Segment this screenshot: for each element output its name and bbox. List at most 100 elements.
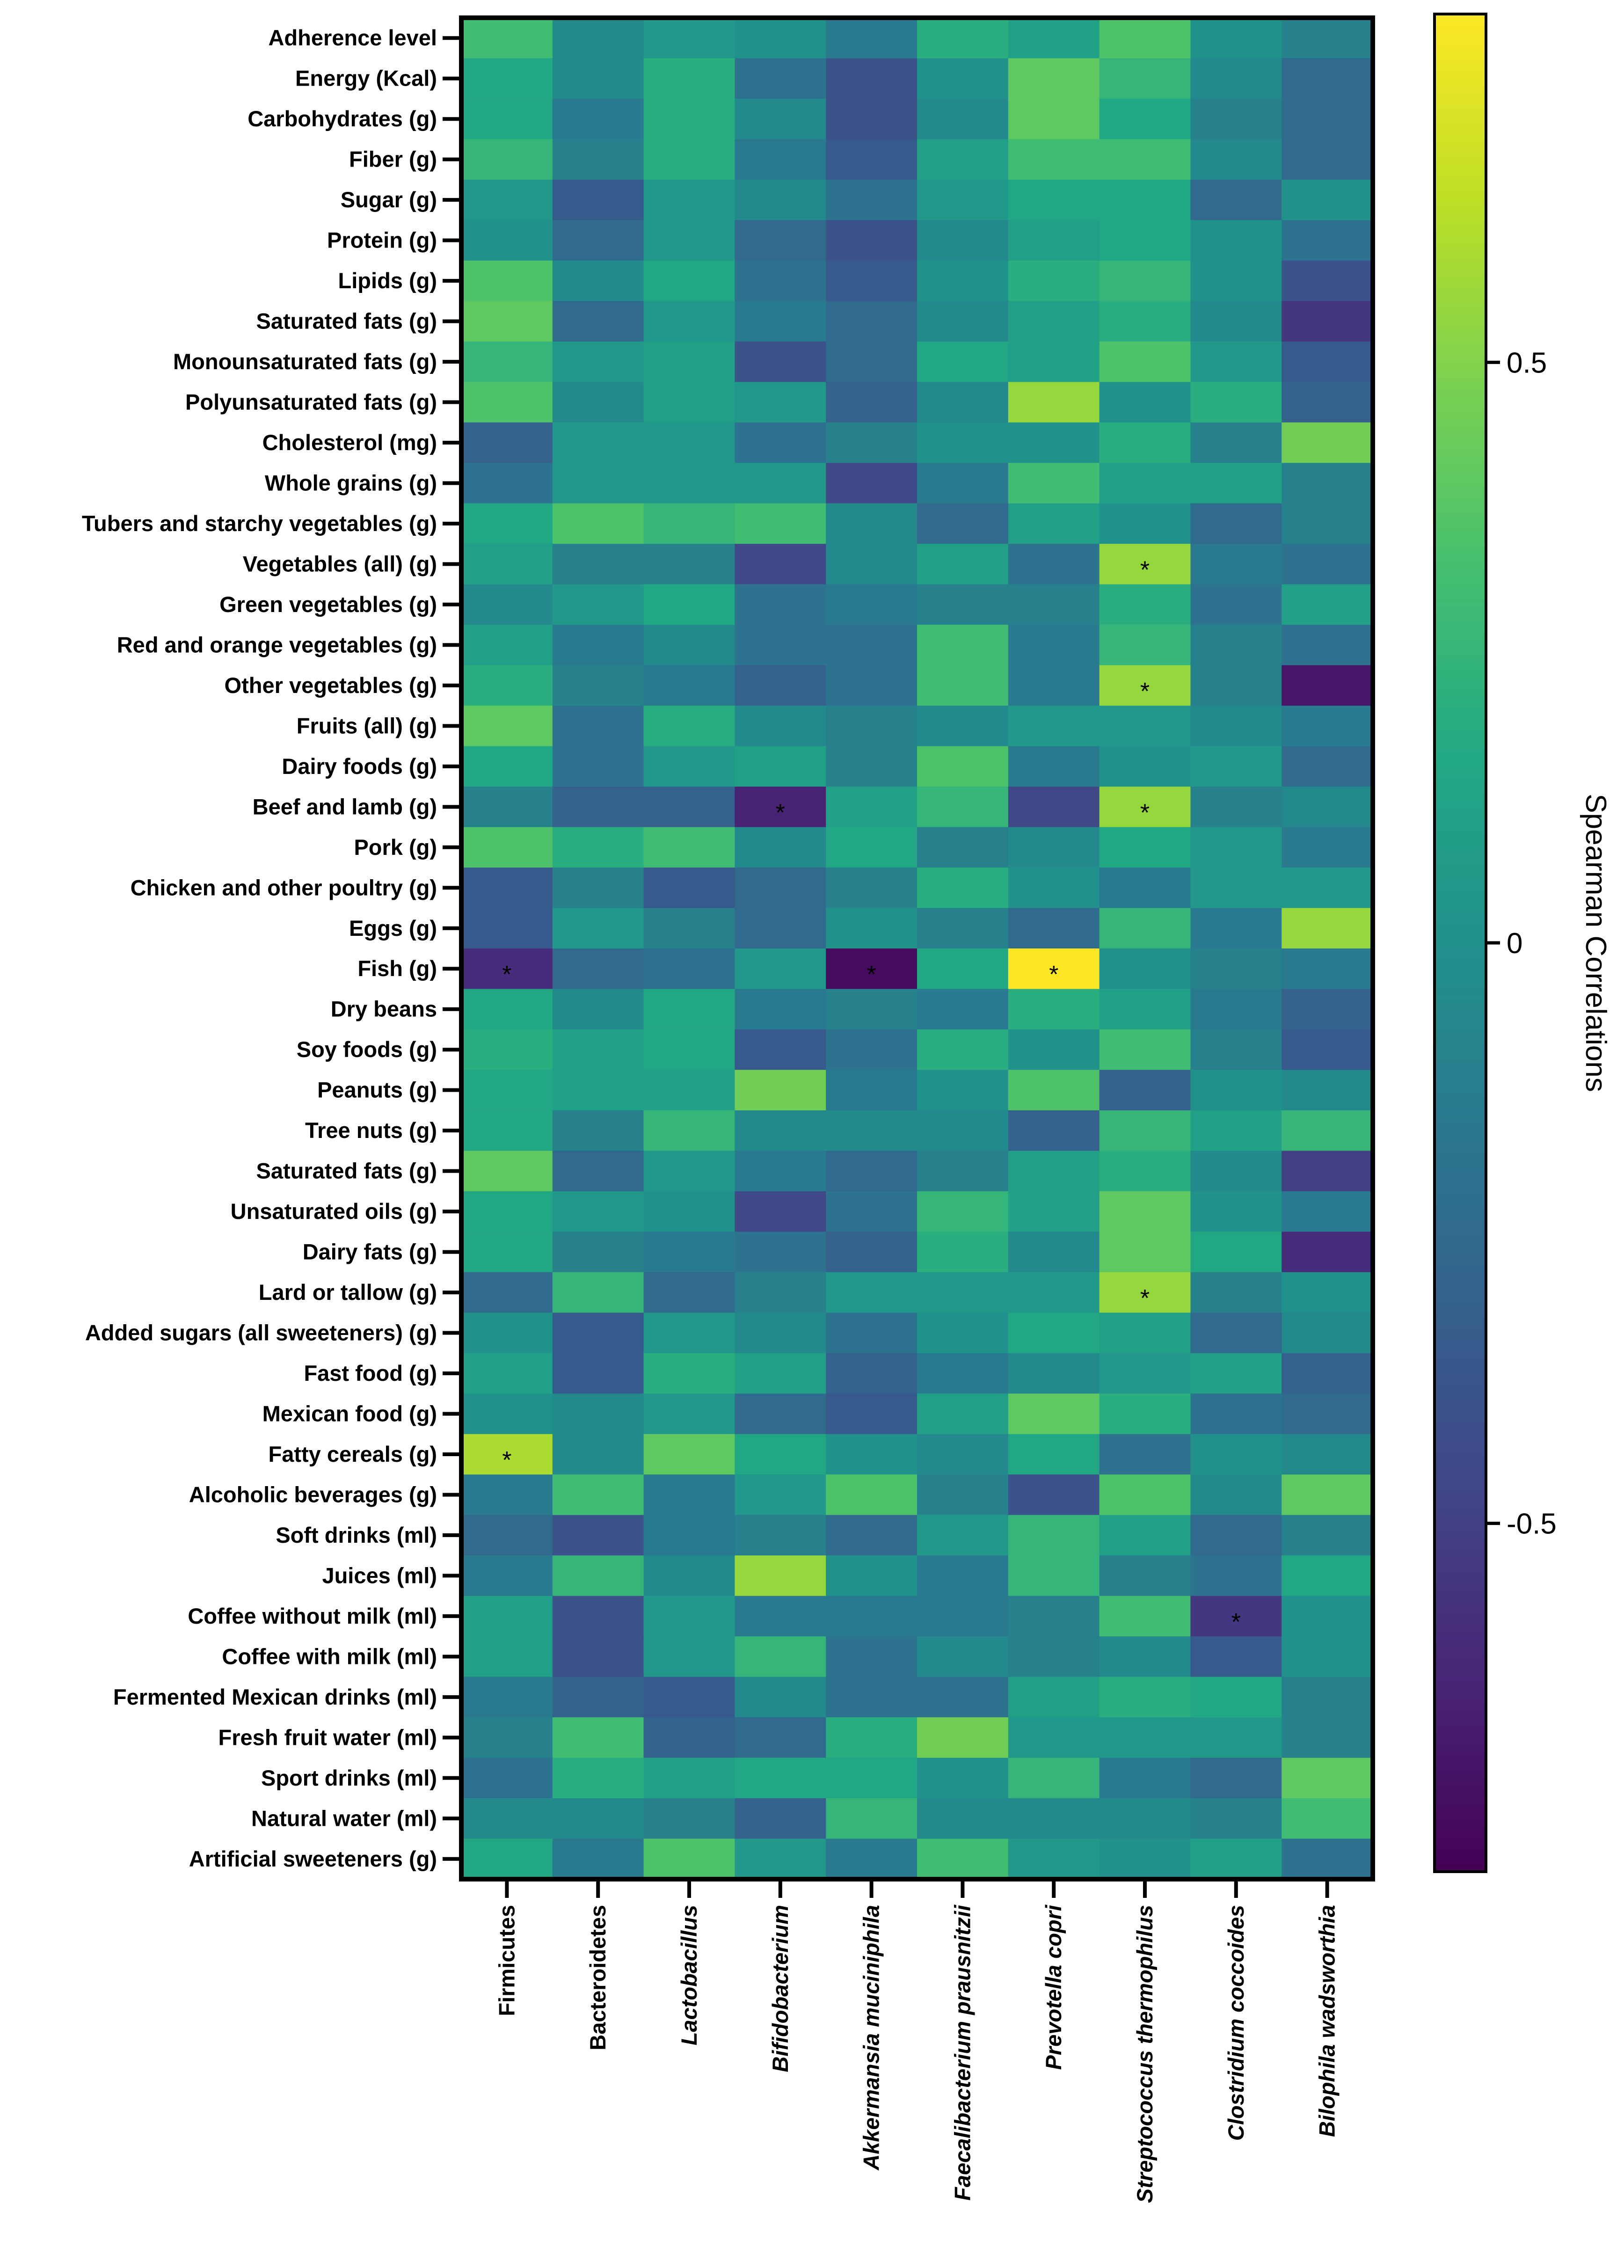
heatmap-cell <box>1190 1596 1282 1637</box>
heatmap-cell <box>735 868 826 909</box>
heatmap-cell <box>1190 1029 1282 1071</box>
heatmap-cell <box>461 1555 553 1597</box>
heatmap-cell <box>735 787 826 828</box>
heatmap-cell <box>552 1272 644 1313</box>
heatmap-cell <box>1282 1151 1373 1192</box>
heatmap-cell <box>917 1191 1009 1232</box>
heatmap-cell <box>1099 1717 1191 1758</box>
heatmap-cell <box>1099 1636 1191 1677</box>
heatmap-cell <box>461 1353 553 1394</box>
heatmap-cell <box>1282 18 1373 59</box>
heatmap-cell <box>552 665 644 706</box>
heatmap-cell <box>1008 1191 1100 1232</box>
heatmap-cell <box>1099 98 1191 140</box>
heatmap-cell <box>917 18 1009 59</box>
heatmap-cell <box>461 382 553 423</box>
heatmap-cell <box>735 1677 826 1718</box>
heatmap-cell <box>461 301 553 342</box>
heatmap-cell <box>1099 908 1191 949</box>
heatmap-cell <box>1008 1838 1100 1880</box>
heatmap-cell <box>552 989 644 1030</box>
heatmap-cell <box>552 544 644 585</box>
heatmap-cell <box>1282 382 1373 423</box>
heatmap-cell <box>643 625 735 666</box>
heatmap-cell <box>1282 1838 1373 1880</box>
heatmap-cell <box>826 1515 918 1556</box>
row-label: Sugar (g) <box>341 187 437 212</box>
heatmap-cell <box>917 1515 1009 1556</box>
heatmap-cell <box>1190 948 1282 990</box>
heatmap-cell <box>735 948 826 990</box>
heatmap-cell <box>826 1353 918 1394</box>
heatmap-cell <box>461 1515 553 1556</box>
colorbar-tick-label: -0.5 <box>1507 1508 1557 1540</box>
heatmap-cell <box>735 1272 826 1313</box>
heatmap-cell <box>1008 98 1100 140</box>
heatmap-cell <box>735 1798 826 1839</box>
heatmap-cell <box>735 1515 826 1556</box>
colorbar-tick-label: 0 <box>1507 927 1522 960</box>
heatmap-cell <box>1190 868 1282 909</box>
heatmap-cell <box>1190 1151 1282 1192</box>
heatmap-cell <box>643 422 735 463</box>
heatmap-cell <box>552 422 644 463</box>
heatmap-cell <box>1282 827 1373 868</box>
column-label: Prevotella copri <box>1041 1904 1066 2070</box>
heatmap-cell <box>1008 422 1100 463</box>
heatmap-cell <box>826 746 918 787</box>
heatmap-cell <box>643 1474 735 1516</box>
heatmap-cell <box>461 665 553 706</box>
heatmap-cell <box>461 179 553 220</box>
heatmap-cell <box>1190 422 1282 463</box>
heatmap-cell <box>1190 665 1282 706</box>
heatmap-cell <box>917 989 1009 1030</box>
heatmap-cell <box>1282 98 1373 140</box>
heatmap-cell <box>1190 1070 1282 1111</box>
heatmap-cell <box>735 1029 826 1071</box>
heatmap-cell <box>826 827 918 868</box>
heatmap-cell <box>643 1555 735 1597</box>
heatmap-cell <box>643 868 735 909</box>
heatmap-cell <box>1190 1434 1282 1475</box>
heatmap-cell <box>1008 1353 1100 1394</box>
heatmap-cell <box>1190 301 1282 342</box>
heatmap-cell <box>917 787 1009 828</box>
heatmap-cell <box>1282 1434 1373 1475</box>
heatmap-cell <box>735 544 826 585</box>
row-label: Soy foods (g) <box>297 1037 437 1062</box>
heatmap-cell <box>1190 1758 1282 1799</box>
row-label: Red and orange vegetables (g) <box>117 632 437 657</box>
heatmap-cell <box>917 1110 1009 1151</box>
heatmap-cell <box>461 503 553 544</box>
heatmap-cell <box>643 139 735 180</box>
heatmap-cell <box>826 260 918 301</box>
heatmap-cell <box>1008 1798 1100 1839</box>
row-label: Vegetables (all) (g) <box>243 551 437 576</box>
heatmap-cell <box>1190 1474 1282 1516</box>
heatmap-cell <box>552 1555 644 1597</box>
heatmap-cell <box>1282 1110 1373 1151</box>
heatmap-cell <box>1190 1313 1282 1354</box>
heatmap-cell <box>826 1677 918 1718</box>
heatmap-cell <box>735 1353 826 1394</box>
heatmap-cell <box>552 301 644 342</box>
row-label: Whole grains (g) <box>265 471 437 496</box>
heatmap-cell <box>735 1151 826 1192</box>
heatmap-cell <box>735 625 826 666</box>
heatmap-cell <box>917 544 1009 585</box>
heatmap-cell <box>552 98 644 140</box>
row-label: Adherence level <box>268 25 437 50</box>
row-label: Sport drinks (ml) <box>261 1765 437 1790</box>
heatmap-cell <box>1099 1029 1191 1071</box>
heatmap-cell <box>643 1838 735 1880</box>
heatmap-cell <box>461 787 553 828</box>
heatmap-cell <box>1282 1677 1373 1718</box>
significance-marker: * <box>1140 1285 1150 1312</box>
row-label: Tree nuts (g) <box>305 1118 437 1143</box>
heatmap-cell <box>1282 665 1373 706</box>
heatmap-cell <box>643 1636 735 1677</box>
heatmap-cell <box>1008 787 1100 828</box>
heatmap-cell <box>1008 1070 1100 1111</box>
heatmap-cell <box>826 665 918 706</box>
heatmap-cell <box>643 1029 735 1071</box>
